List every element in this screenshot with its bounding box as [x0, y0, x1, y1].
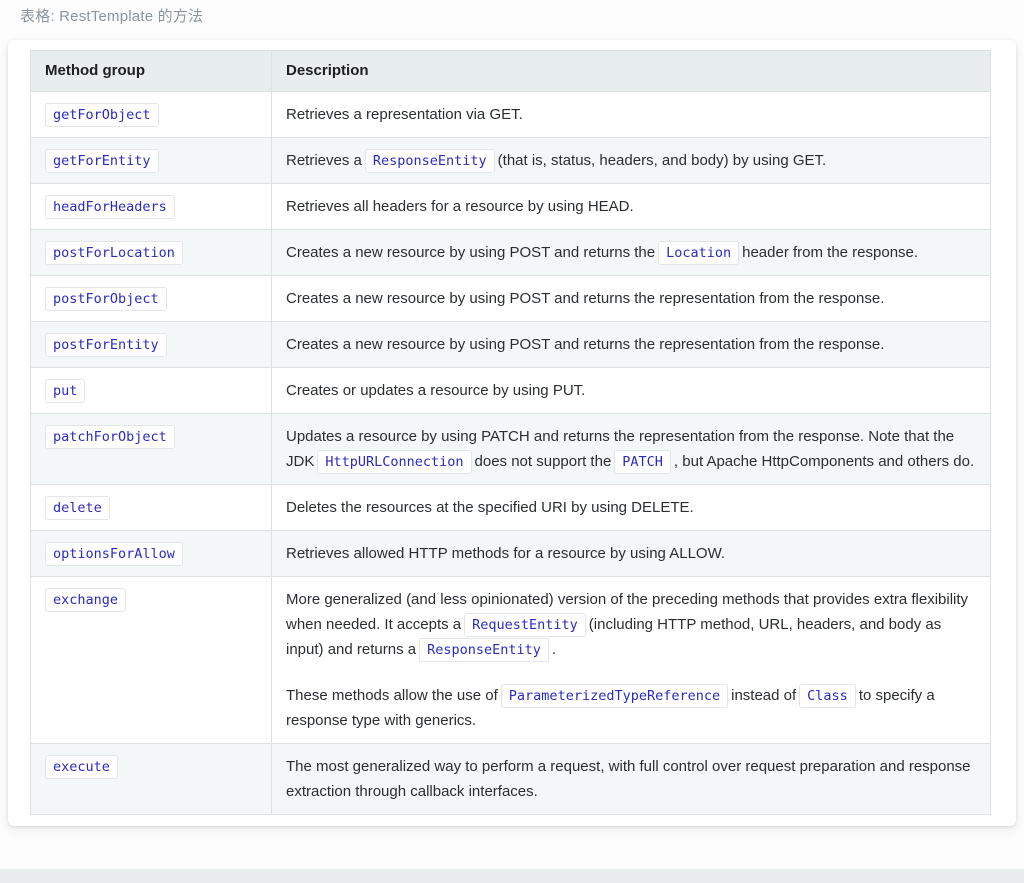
description-paragraph: Retrieves allowed HTTP methods for a res… — [286, 545, 726, 562]
method-code-chip: optionsForAllow — [45, 542, 183, 566]
method-group-cell: delete — [30, 484, 272, 531]
description-cell: Retrieves a representation via GET. — [271, 91, 991, 138]
description-cell: Creates a new resource by using POST and… — [271, 229, 991, 276]
description-paragraph: Creates a new resource by using POST and… — [286, 336, 885, 353]
description-paragraph: Creates or updates a resource by using P… — [286, 382, 586, 399]
table-row: postForObject Creates a new resource by u… — [30, 275, 991, 322]
method-group-cell: put — [30, 367, 272, 414]
table-row: patchForObject Updates a resource by usin… — [30, 413, 991, 485]
description-cell: Retrieves allowed HTTP methods for a res… — [271, 530, 991, 577]
description-cell: Creates a new resource by using POST and… — [271, 275, 991, 322]
method-group-cell: postForLocation — [30, 229, 272, 276]
description-paragraph: More generalized (and less opinionated) … — [286, 587, 976, 662]
table-row: put Creates or updates a resource by usin… — [30, 367, 991, 414]
inline-code-chip: ResponseEntity — [364, 149, 495, 173]
method-group-cell: postForEntity — [30, 321, 272, 368]
method-code-chip: put — [45, 379, 86, 403]
content-card: Method group Description getForObject Ret… — [8, 40, 1016, 826]
description-cell: Retrieves a ResponseEntity (that is, statu… — [271, 137, 991, 184]
method-group-cell: postForObject — [30, 275, 272, 322]
method-group-cell: patchForObject — [30, 413, 272, 485]
table-row: getForEntity Retrieves a ResponseEntity (th… — [30, 137, 991, 184]
method-group-cell: exchange — [30, 576, 272, 744]
description-paragraph: Retrieves all headers for a resource by … — [286, 198, 634, 215]
description-paragraph: Retrieves a ResponseEntity (that is, statu… — [286, 148, 976, 173]
description-cell: Deletes the resources at the specified U… — [271, 484, 991, 531]
description-cell: The most generalized way to perform a re… — [271, 743, 991, 815]
method-group-cell: execute — [30, 743, 272, 815]
method-code-chip: postForEntity — [45, 333, 167, 357]
table-row: delete Deletes the resources at the speci… — [30, 484, 991, 531]
method-code-chip: postForObject — [45, 287, 167, 311]
inline-code-chip: RequestEntity — [464, 613, 586, 637]
method-code-chip: getForObject — [45, 103, 159, 127]
table-row: headForHeaders Retrieves all headers for … — [30, 183, 991, 230]
table-row: getForObject Retrieves a representation v… — [30, 91, 991, 138]
table-row: exchange More generalized (and less opini… — [30, 576, 991, 744]
method-code-chip: headForHeaders — [45, 195, 175, 219]
method-code-chip: exchange — [45, 588, 127, 612]
inline-code-chip: Class — [799, 684, 856, 708]
table-header-row: Method group Description — [30, 50, 991, 92]
table-caption: 表格: RestTemplate 的方法 — [20, 8, 204, 25]
table-row: execute The most generalized way to perfo… — [30, 743, 991, 815]
description-paragraph: The most generalized way to perform a re… — [286, 758, 971, 800]
table-row: optionsForAllow Retrieves allowed HTTP me… — [30, 530, 991, 577]
inline-code-chip: HttpURLConnection — [317, 450, 472, 474]
description-paragraph: Retrieves a representation via GET. — [286, 106, 523, 123]
method-code-chip: postForLocation — [45, 241, 183, 265]
inline-code-chip: PATCH — [614, 450, 671, 474]
method-group-cell: optionsForAllow — [30, 530, 272, 577]
description-cell: Updates a resource by using PATCH and re… — [271, 413, 991, 485]
resttemplate-methods-table: Method group Description getForObject Ret… — [30, 50, 991, 815]
description-paragraph: Creates a new resource by using POST and… — [286, 240, 976, 265]
description-paragraph: Deletes the resources at the specified U… — [286, 499, 694, 516]
description-paragraph: Creates a new resource by using POST and… — [286, 290, 885, 307]
method-code-chip: delete — [45, 496, 110, 520]
description-cell: More generalized (and less opinionated) … — [271, 576, 991, 744]
inline-code-chip: Location — [658, 241, 740, 265]
method-group-cell: headForHeaders — [30, 183, 272, 230]
inline-code-chip: ParameterizedTypeReference — [500, 684, 729, 708]
table-row: postForEntity Creates a new resource by u… — [30, 321, 991, 368]
inline-code-chip: ResponseEntity — [419, 638, 549, 662]
method-code-chip: patchForObject — [45, 425, 175, 449]
method-group-cell: getForEntity — [30, 137, 272, 184]
method-group-cell: getForObject — [30, 91, 272, 138]
description-paragraph: These methods allow the use of Parameteri… — [286, 683, 976, 733]
description-cell: Retrieves all headers for a resource by … — [271, 183, 991, 230]
column-header-method-group: Method group — [30, 50, 272, 92]
column-header-description: Description — [271, 50, 991, 92]
method-code-chip: getForEntity — [45, 149, 159, 173]
method-code-chip: execute — [45, 755, 118, 779]
description-cell: Creates or updates a resource by using P… — [271, 367, 991, 414]
page-bottom-strip — [0, 869, 1024, 883]
table-row: postForLocation Creates a new resource by… — [30, 229, 991, 276]
description-cell: Creates a new resource by using POST and… — [271, 321, 991, 368]
description-paragraph: Updates a resource by using PATCH and re… — [286, 424, 976, 474]
